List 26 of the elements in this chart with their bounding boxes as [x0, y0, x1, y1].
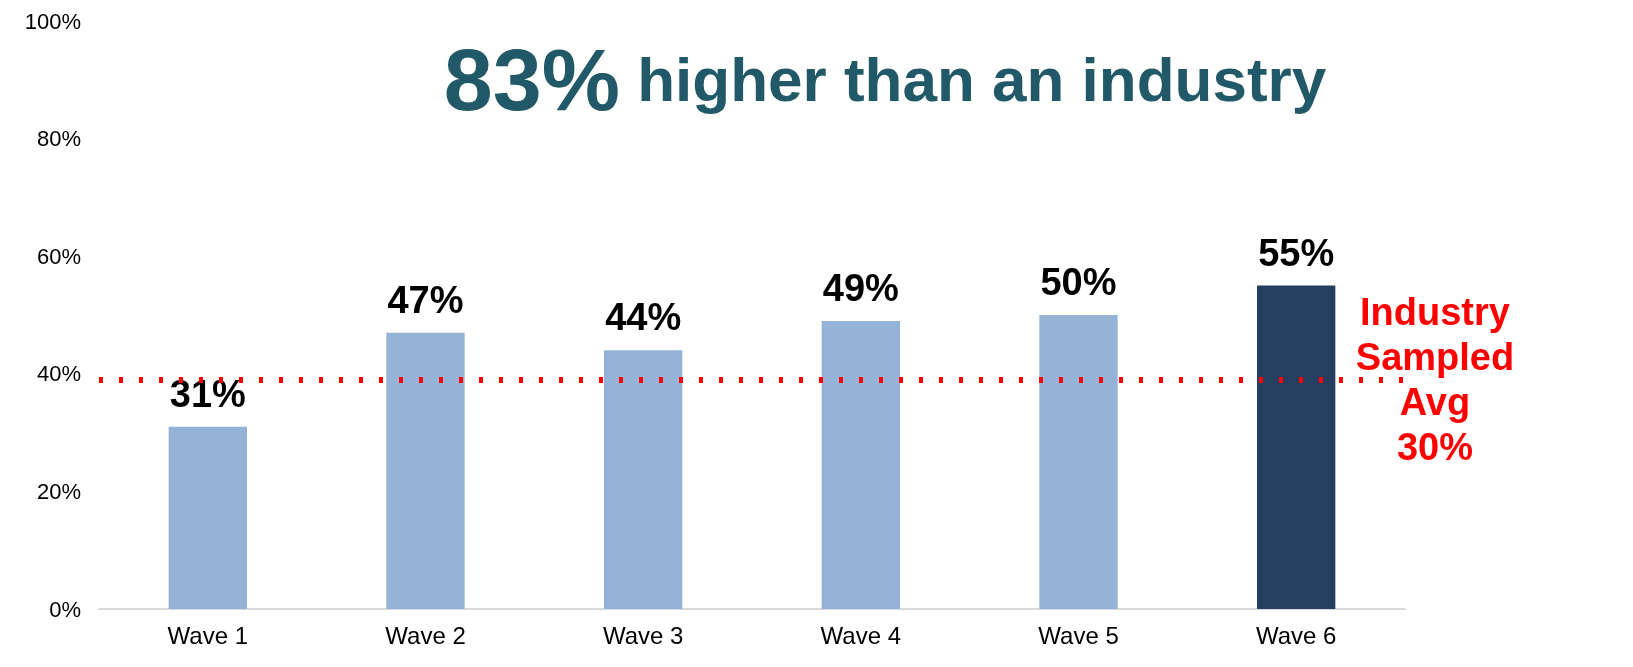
x-tick-label: Wave 6 [1255, 621, 1337, 649]
x-tick-label: Wave 4 [820, 621, 902, 649]
x-tick-label: Wave 3 [602, 621, 684, 649]
y-tick-label: 100% [24, 8, 81, 34]
data-label: 55% [1258, 231, 1335, 274]
data-label: 44% [605, 296, 682, 339]
data-label: 47% [387, 278, 464, 321]
y-tick-label: 20% [36, 478, 81, 504]
y-tick-label: 80% [36, 126, 81, 152]
data-label: 49% [822, 266, 899, 309]
data-label: 31% [169, 372, 246, 415]
x-tick-label: Wave 2 [385, 621, 466, 649]
y-tick-label: 60% [36, 243, 81, 269]
bar [603, 350, 683, 609]
y-tick-label: 0% [49, 596, 81, 622]
x-tick-label: Wave 1 [167, 621, 249, 649]
ref-line-label: Industry Sampled Avg 30% [1355, 291, 1515, 469]
bar [168, 426, 248, 609]
chart-title: 83% higher than an industry [443, 29, 1327, 129]
y-tick-label: 40% [36, 361, 81, 387]
bar [821, 320, 901, 609]
bar [1039, 315, 1118, 609]
bar [1256, 285, 1336, 609]
x-tick-label: Wave 5 [1038, 621, 1119, 649]
data-label: 50% [1040, 261, 1117, 303]
bar [386, 332, 465, 609]
